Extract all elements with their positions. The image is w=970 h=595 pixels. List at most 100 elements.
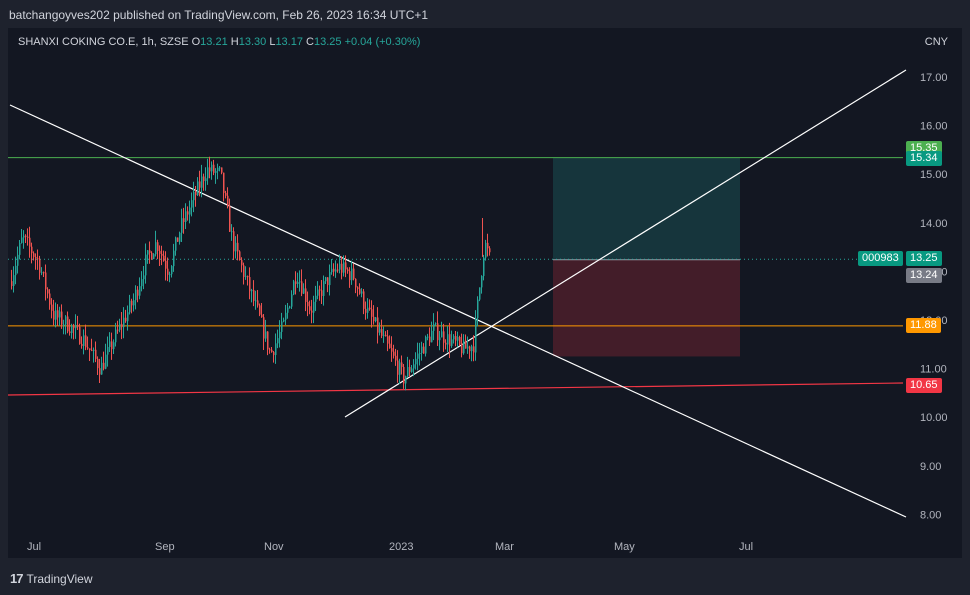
candle-body — [287, 307, 289, 313]
y-axis-tick: 14.00 — [920, 218, 948, 230]
candle-body — [307, 301, 309, 307]
candle-body — [195, 191, 197, 196]
candle-body — [45, 272, 47, 290]
open-value: 13.21 — [200, 36, 228, 48]
candle-body — [349, 271, 351, 281]
candle-body — [353, 268, 355, 279]
price-chart[interactable]: 17.0016.0015.0014.0013.0012.0011.0010.00… — [8, 28, 962, 558]
candle-body — [13, 275, 15, 286]
candle-body — [431, 330, 433, 343]
candle-body — [467, 346, 469, 349]
candle-body — [251, 290, 253, 292]
candle-body — [351, 268, 353, 281]
candle-body — [95, 349, 97, 359]
candle-body — [301, 281, 303, 294]
candle-body — [263, 317, 265, 339]
candle-body — [293, 281, 295, 295]
candle-body — [11, 281, 13, 286]
candle-body — [149, 250, 151, 253]
last-price-label[interactable]: 13.25 — [906, 251, 942, 267]
tradingview-logo[interactable]: 17 TradingView — [10, 571, 93, 586]
candle-body — [469, 346, 471, 352]
candle-body — [115, 329, 117, 343]
candle-body — [49, 293, 51, 305]
candle-body — [171, 266, 173, 275]
candle-body — [461, 343, 463, 354]
candle-body — [185, 211, 187, 223]
candle-body — [229, 206, 231, 232]
candle-body — [383, 334, 385, 336]
y-axis-tick: 11.00 — [920, 364, 947, 376]
candle-body — [375, 317, 377, 322]
candle-body — [103, 362, 105, 369]
low-value: 13.17 — [275, 36, 303, 48]
stop-label[interactable]: 10.65 — [906, 377, 942, 393]
candle-body — [131, 300, 133, 306]
chart-area[interactable]: 17.0016.0015.0014.0013.0012.0011.0010.00… — [8, 28, 962, 558]
candle-body — [167, 268, 169, 275]
candle-body — [471, 346, 473, 352]
candle-body — [297, 281, 299, 284]
candle-body — [223, 172, 225, 193]
candle-body — [239, 251, 241, 261]
candle-body — [97, 358, 99, 369]
candle-body — [67, 316, 69, 332]
candle-body — [309, 306, 311, 311]
candle-body — [475, 318, 477, 353]
support-label[interactable]: 11.88 — [906, 317, 941, 333]
candle-body — [407, 367, 409, 377]
candle-body — [107, 346, 109, 355]
symbol-legend[interactable]: SHANXI COKING CO.E, 1h, SZSE O13.21 H13.… — [18, 36, 420, 48]
tradingview-brand: TradingView — [26, 571, 93, 586]
candle-body — [19, 242, 21, 255]
target-label[interactable]: 15.34 — [906, 150, 942, 166]
candle-body — [173, 250, 175, 267]
candle-body — [225, 192, 227, 196]
candle-body — [241, 260, 243, 266]
candle-body — [43, 272, 45, 274]
entry-label[interactable]: 13.24 — [906, 267, 942, 283]
candle-body — [367, 307, 369, 313]
candle-body — [319, 289, 321, 291]
candle-body — [247, 276, 249, 278]
change-value: +0.04 (+0.30%) — [344, 36, 421, 48]
candle-body — [159, 250, 161, 254]
candle-body — [23, 235, 25, 238]
candle-body — [227, 195, 229, 207]
candle-body — [121, 323, 123, 328]
candle-body — [63, 324, 65, 326]
candle-body — [113, 342, 115, 350]
symbol-label[interactable]: 000983 — [858, 251, 903, 267]
candle-body — [481, 275, 483, 288]
currency-label[interactable]: CNY — [924, 36, 948, 48]
candle-body — [289, 306, 291, 308]
candle-body — [221, 167, 223, 173]
candle-body — [249, 277, 251, 292]
candle-body — [169, 274, 171, 276]
candle-body — [465, 340, 467, 349]
candle-body — [127, 312, 129, 322]
candle-body — [313, 301, 315, 313]
candle-body — [371, 309, 373, 317]
candle-body — [125, 317, 127, 322]
open-label: O — [191, 36, 201, 48]
candle-body — [337, 269, 339, 271]
candle-body — [55, 310, 57, 320]
descending-trendline — [9, 104, 907, 518]
candle-body — [129, 300, 131, 313]
close-value: 13.25 — [313, 36, 342, 48]
candle-body — [255, 300, 257, 302]
candle-body — [311, 310, 313, 313]
candle-body — [237, 242, 239, 252]
candle-body — [411, 368, 413, 372]
candle-body — [137, 289, 139, 296]
candle-body — [483, 257, 485, 276]
candle-body — [153, 254, 155, 259]
candle-body — [91, 349, 93, 351]
candle-body — [455, 336, 457, 341]
candle-body — [179, 232, 181, 242]
x-axis-tick: Nov — [264, 541, 284, 553]
candle-body — [161, 253, 163, 256]
candle-body — [303, 288, 305, 294]
symbol-name[interactable]: SHANXI COKING CO.E, 1h, SZSE — [18, 36, 189, 48]
